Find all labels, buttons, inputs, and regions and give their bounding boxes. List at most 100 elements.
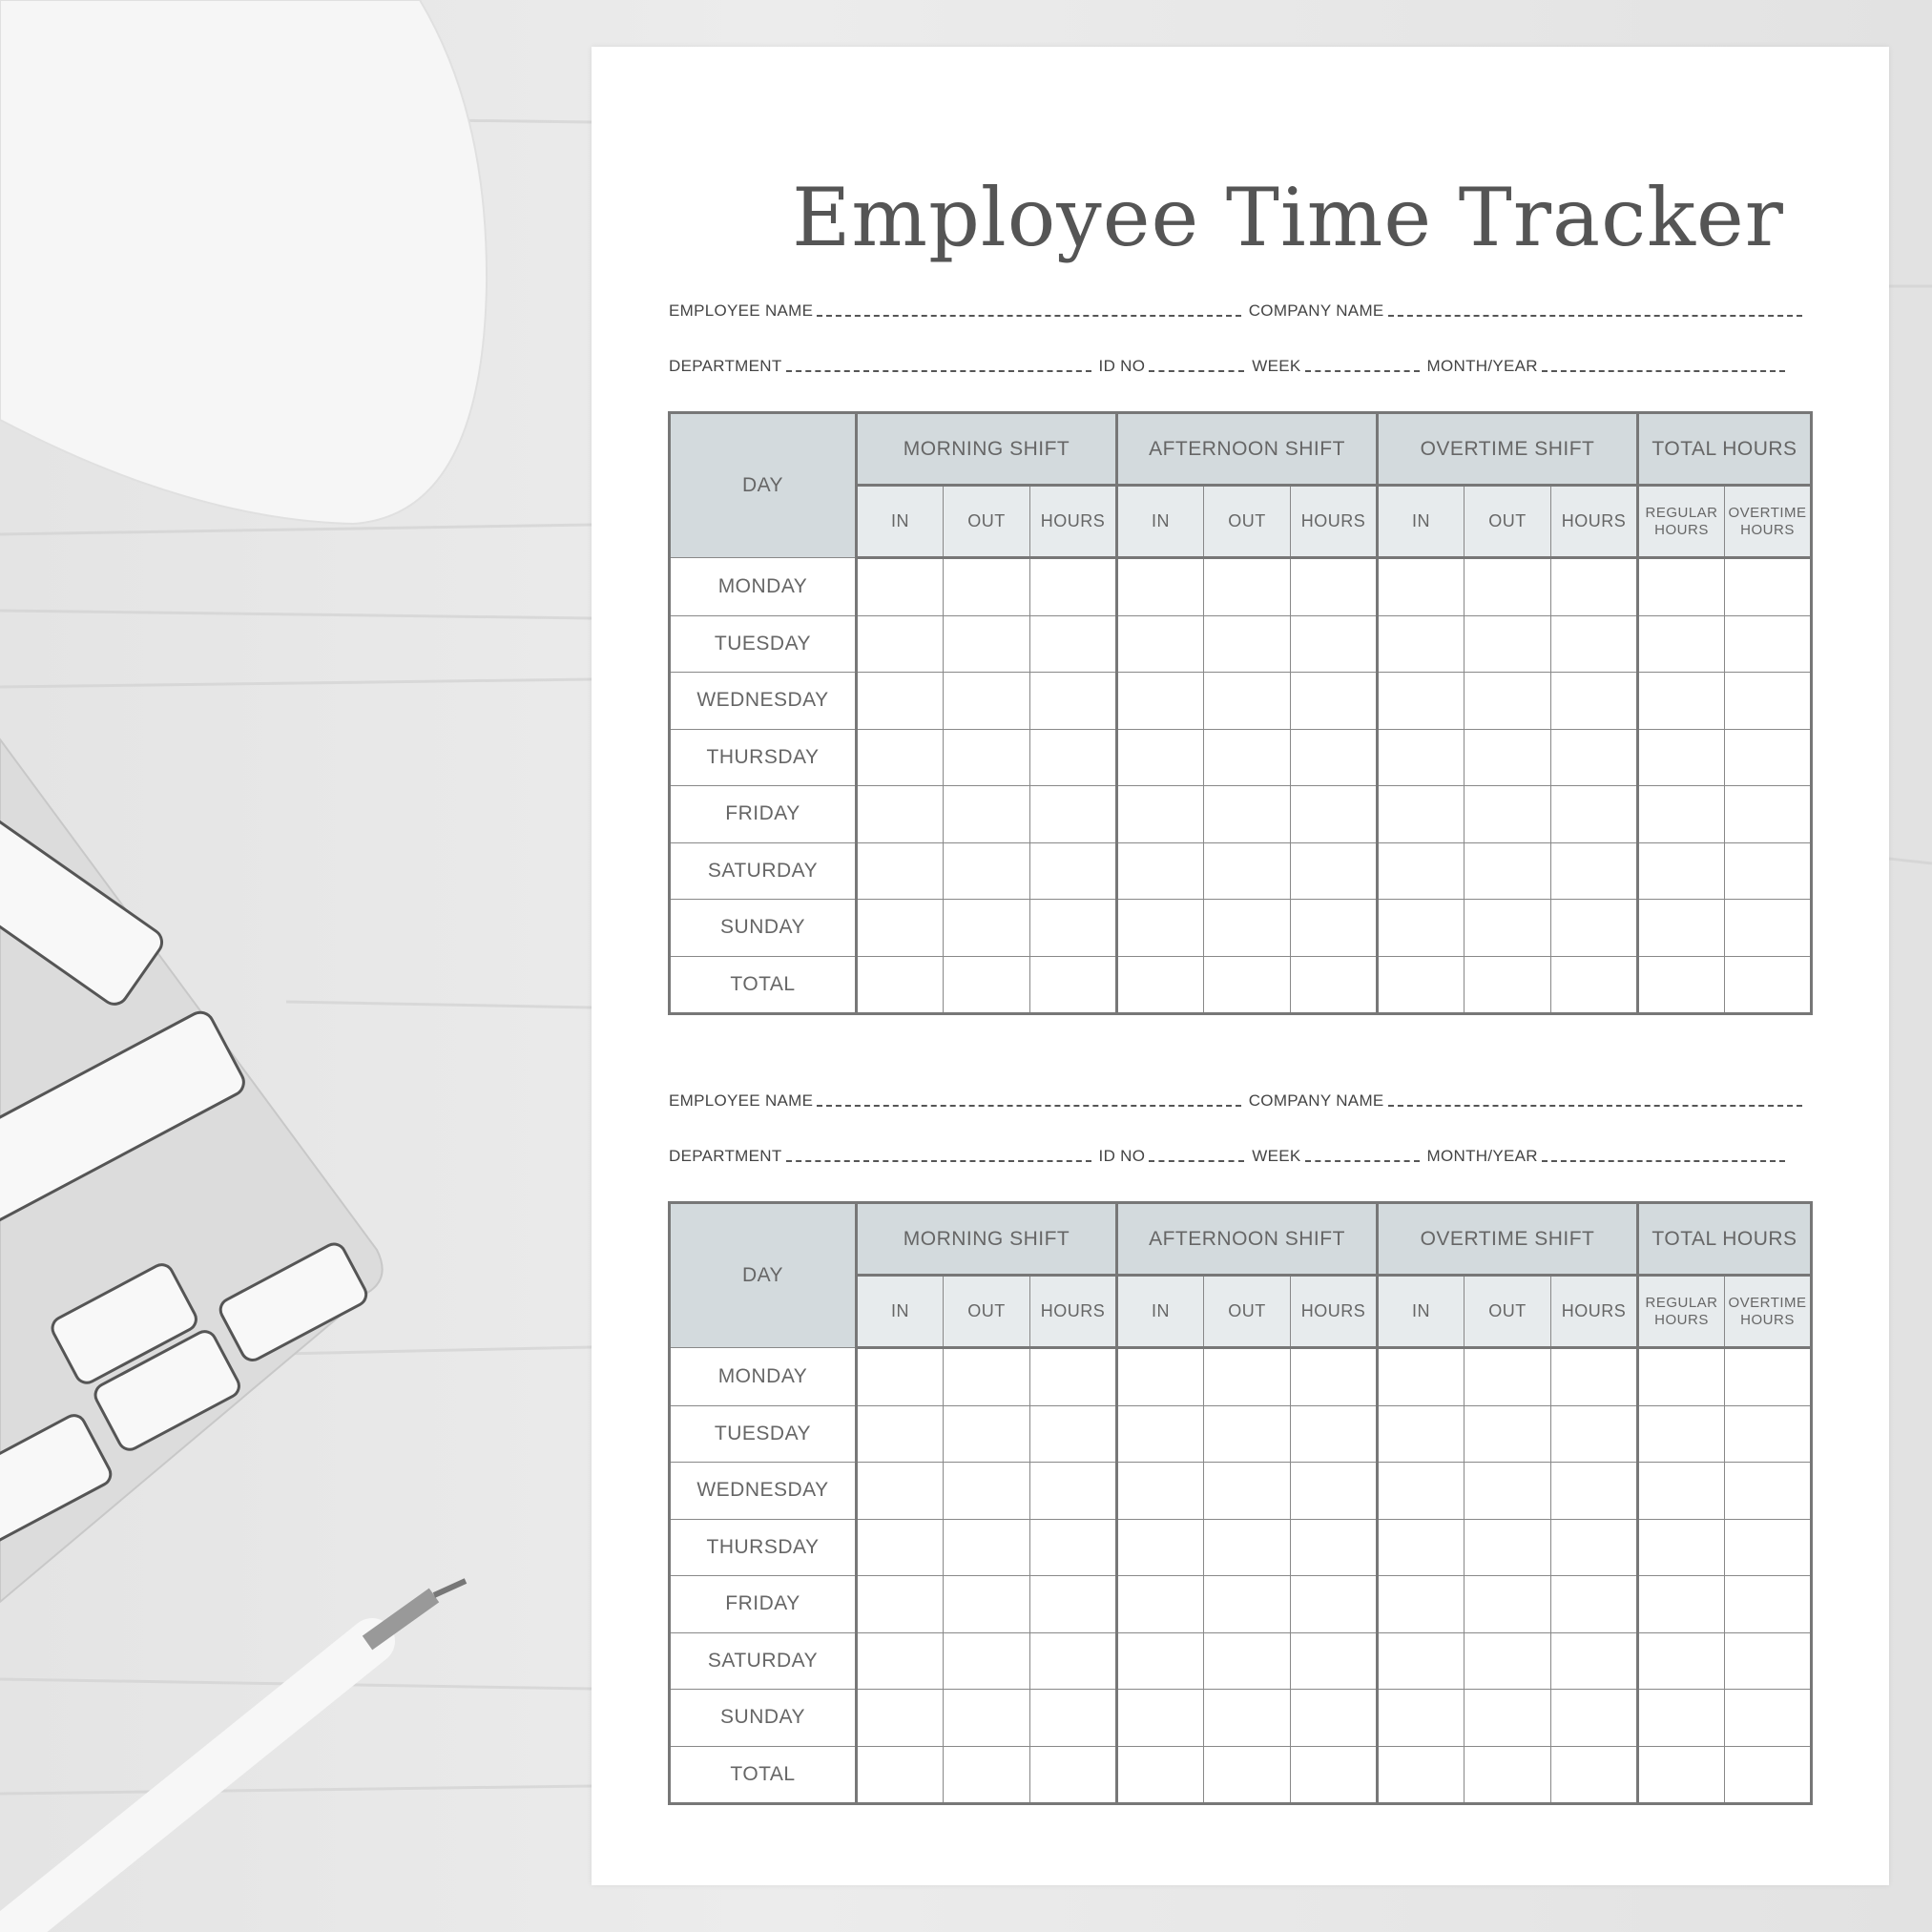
company-name-field[interactable]	[1387, 315, 1802, 317]
entry-cell[interactable]	[943, 1347, 1030, 1406]
entry-cell[interactable]	[1290, 672, 1378, 730]
entry-cell[interactable]	[1464, 841, 1551, 900]
entry-cell[interactable]	[1550, 1518, 1638, 1576]
entry-cell[interactable]	[1115, 557, 1204, 616]
entry-cell[interactable]	[1376, 672, 1465, 730]
entry-cell[interactable]	[1115, 1347, 1204, 1406]
entry-cell[interactable]	[1464, 1575, 1551, 1633]
entry-cell[interactable]	[1724, 1462, 1812, 1520]
entry-cell[interactable]	[1464, 1518, 1551, 1576]
entry-cell[interactable]	[1550, 728, 1638, 786]
entry-cell[interactable]	[1550, 1404, 1638, 1463]
entry-cell[interactable]	[1636, 614, 1725, 673]
entry-cell[interactable]	[1550, 1575, 1638, 1633]
entry-cell[interactable]	[1029, 1689, 1117, 1747]
entry-cell[interactable]	[1724, 785, 1812, 843]
entry-cell[interactable]	[1029, 1347, 1117, 1406]
entry-cell[interactable]	[943, 728, 1030, 786]
entry-cell[interactable]	[1115, 614, 1204, 673]
entry-cell[interactable]	[1550, 1462, 1638, 1520]
entry-cell[interactable]	[1550, 841, 1638, 900]
entry-cell[interactable]	[1724, 672, 1812, 730]
entry-cell[interactable]	[1203, 955, 1291, 1014]
entry-cell[interactable]	[1290, 1745, 1378, 1804]
entry-cell[interactable]	[1636, 785, 1725, 843]
entry-cell[interactable]	[1636, 1631, 1725, 1690]
entry-cell[interactable]	[1203, 1689, 1291, 1747]
entry-cell[interactable]	[1376, 728, 1465, 786]
entry-cell[interactable]	[1115, 1518, 1204, 1576]
entry-cell[interactable]	[855, 841, 944, 900]
entry-cell[interactable]	[1115, 1745, 1204, 1804]
entry-cell[interactable]	[1290, 1631, 1378, 1690]
entry-cell[interactable]	[1029, 1631, 1117, 1690]
entry-cell[interactable]	[1376, 1575, 1465, 1633]
entry-cell[interactable]	[1550, 1631, 1638, 1690]
entry-cell[interactable]	[1203, 1631, 1291, 1690]
entry-cell[interactable]	[855, 557, 944, 616]
month-year-field[interactable]	[1541, 370, 1785, 372]
entry-cell[interactable]	[855, 1689, 944, 1747]
entry-cell[interactable]	[1464, 728, 1551, 786]
entry-cell[interactable]	[1203, 1745, 1291, 1804]
entry-cell[interactable]	[1550, 1745, 1638, 1804]
entry-cell[interactable]	[1636, 1404, 1725, 1463]
entry-cell[interactable]	[1115, 955, 1204, 1014]
entry-cell[interactable]	[1636, 1347, 1725, 1406]
entry-cell[interactable]	[1376, 1404, 1465, 1463]
entry-cell[interactable]	[1290, 614, 1378, 673]
entry-cell[interactable]	[1550, 1347, 1638, 1406]
entry-cell[interactable]	[1636, 1745, 1725, 1804]
entry-cell[interactable]	[1550, 672, 1638, 730]
week-field[interactable]	[1304, 370, 1420, 372]
entry-cell[interactable]	[1029, 1518, 1117, 1576]
entry-cell[interactable]	[943, 672, 1030, 730]
entry-cell[interactable]	[1290, 841, 1378, 900]
entry-cell[interactable]	[1724, 1347, 1812, 1406]
entry-cell[interactable]	[1724, 1404, 1812, 1463]
entry-cell[interactable]	[1724, 899, 1812, 957]
week-field[interactable]	[1304, 1160, 1420, 1162]
entry-cell[interactable]	[1464, 1631, 1551, 1690]
entry-cell[interactable]	[1203, 614, 1291, 673]
entry-cell[interactable]	[1636, 955, 1725, 1014]
entry-cell[interactable]	[1376, 614, 1465, 673]
entry-cell[interactable]	[1464, 1462, 1551, 1520]
entry-cell[interactable]	[855, 955, 944, 1014]
entry-cell[interactable]	[1376, 557, 1465, 616]
employee-name-field[interactable]	[817, 315, 1241, 317]
entry-cell[interactable]	[1464, 1689, 1551, 1747]
entry-cell[interactable]	[1029, 1462, 1117, 1520]
entry-cell[interactable]	[1290, 1575, 1378, 1633]
entry-cell[interactable]	[855, 899, 944, 957]
entry-cell[interactable]	[1029, 785, 1117, 843]
entry-cell[interactable]	[1290, 1404, 1378, 1463]
entry-cell[interactable]	[943, 841, 1030, 900]
entry-cell[interactable]	[1203, 1347, 1291, 1406]
entry-cell[interactable]	[855, 1575, 944, 1633]
entry-cell[interactable]	[1550, 1689, 1638, 1747]
entry-cell[interactable]	[1724, 841, 1812, 900]
entry-cell[interactable]	[1376, 1347, 1465, 1406]
entry-cell[interactable]	[1464, 785, 1551, 843]
entry-cell[interactable]	[1290, 728, 1378, 786]
entry-cell[interactable]	[1029, 672, 1117, 730]
entry-cell[interactable]	[1376, 1462, 1465, 1520]
entry-cell[interactable]	[1464, 899, 1551, 957]
entry-cell[interactable]	[1290, 1462, 1378, 1520]
entry-cell[interactable]	[943, 1745, 1030, 1804]
entry-cell[interactable]	[1203, 1518, 1291, 1576]
entry-cell[interactable]	[1464, 614, 1551, 673]
entry-cell[interactable]	[1115, 1462, 1204, 1520]
entry-cell[interactable]	[1464, 1745, 1551, 1804]
entry-cell[interactable]	[1724, 955, 1812, 1014]
entry-cell[interactable]	[1724, 1575, 1812, 1633]
entry-cell[interactable]	[855, 1518, 944, 1576]
entry-cell[interactable]	[943, 1631, 1030, 1690]
entry-cell[interactable]	[1290, 1347, 1378, 1406]
entry-cell[interactable]	[1376, 955, 1465, 1014]
entry-cell[interactable]	[1115, 728, 1204, 786]
entry-cell[interactable]	[1376, 1689, 1465, 1747]
department-field[interactable]	[785, 370, 1091, 372]
entry-cell[interactable]	[1203, 1575, 1291, 1633]
